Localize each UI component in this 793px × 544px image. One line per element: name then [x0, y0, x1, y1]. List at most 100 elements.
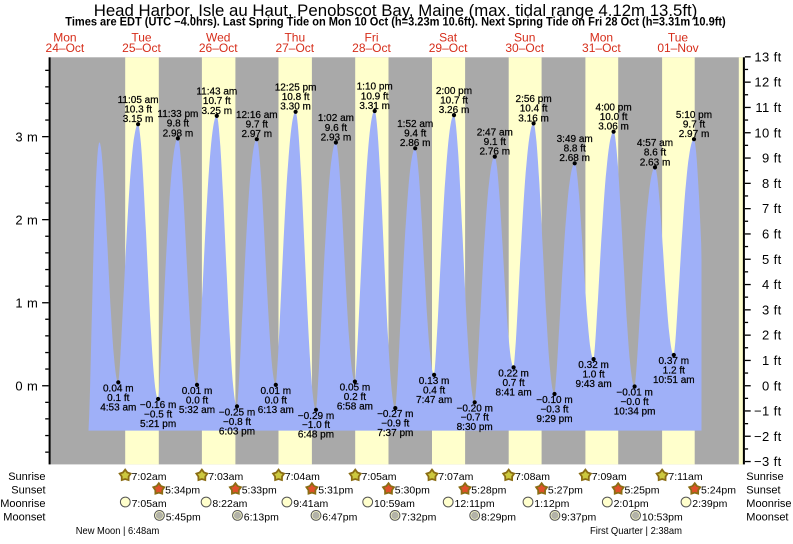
svg-text:6:03 pm: 6:03 pm: [219, 426, 255, 437]
svg-text:7:08am: 7:08am: [515, 471, 550, 483]
svg-text:5:45pm: 5:45pm: [166, 511, 201, 523]
svg-text:5:32 am: 5:32 am: [179, 405, 215, 416]
svg-text:12:25 pm: 12:25 pm: [275, 83, 317, 94]
svg-text:0.4 ft: 0.4 ft: [423, 385, 445, 396]
svg-text:10.8 ft: 10.8 ft: [282, 92, 310, 103]
svg-text:10.7 ft: 10.7 ft: [440, 95, 468, 106]
svg-text:10:51 am: 10:51 am: [653, 375, 695, 386]
svg-text:First Quarter | 2:38am: First Quarter | 2:38am: [590, 526, 682, 537]
svg-text:0.37 m: 0.37 m: [659, 356, 690, 367]
svg-text:Moonset: Moonset: [3, 511, 45, 523]
svg-text:3.25 m: 3.25 m: [202, 106, 233, 117]
svg-text:9.7 ft: 9.7 ft: [246, 120, 268, 131]
svg-text:10.9 ft: 10.9 ft: [361, 91, 389, 102]
svg-text:−0.20 m: −0.20 m: [456, 403, 492, 414]
svg-text:3.16 m: 3.16 m: [518, 113, 549, 124]
svg-text:2.76 m: 2.76 m: [480, 147, 511, 158]
svg-text:8 ft: 8 ft: [762, 176, 782, 191]
svg-text:7:32pm: 7:32pm: [401, 511, 436, 523]
svg-text:8.8 ft: 8.8 ft: [564, 144, 586, 155]
svg-text:1:12pm: 1:12pm: [534, 498, 569, 510]
svg-text:−0.01 m: −0.01 m: [616, 388, 652, 399]
svg-text:7:02am: 7:02am: [132, 471, 167, 483]
svg-text:9.4 ft: 9.4 ft: [404, 129, 426, 140]
svg-text:7:07am: 7:07am: [438, 471, 473, 483]
svg-text:7:05am: 7:05am: [362, 471, 397, 483]
svg-text:1.0 ft: 1.0 ft: [582, 370, 604, 381]
svg-text:9.1 ft: 9.1 ft: [484, 137, 506, 148]
svg-text:12 ft: 12 ft: [754, 75, 781, 90]
svg-text:1:52 am: 1:52 am: [397, 119, 433, 130]
svg-text:−3 ft: −3 ft: [754, 454, 782, 469]
svg-text:2.68 m: 2.68 m: [559, 153, 590, 164]
svg-text:−0.8 ft: −0.8 ft: [223, 417, 251, 428]
svg-text:Sunrise: Sunrise: [746, 471, 783, 483]
svg-text:2:01pm: 2:01pm: [614, 498, 649, 510]
svg-text:0.01 m: 0.01 m: [182, 386, 213, 397]
svg-text:29–Oct: 29–Oct: [429, 41, 468, 55]
svg-text:11:33 pm: 11:33 pm: [157, 109, 198, 120]
svg-text:3 ft: 3 ft: [762, 302, 782, 317]
svg-text:Mon: Mon: [590, 30, 613, 44]
svg-text:6:47pm: 6:47pm: [322, 511, 357, 523]
svg-text:9 ft: 9 ft: [762, 151, 782, 166]
svg-text:30–Oct: 30–Oct: [505, 41, 544, 55]
svg-text:Head Harbor, Isle au Haut, Pen: Head Harbor, Isle au Haut, Penobscot Bay…: [94, 1, 698, 20]
svg-text:3:49 am: 3:49 am: [557, 134, 593, 145]
svg-text:9:41am: 9:41am: [293, 498, 328, 510]
svg-text:−0.25 m: −0.25 m: [219, 408, 255, 419]
svg-text:New Moon | 6:48am: New Moon | 6:48am: [76, 526, 160, 537]
svg-text:12:16 am: 12:16 am: [236, 110, 278, 121]
svg-text:Sun: Sun: [514, 30, 535, 44]
svg-text:3.26 m: 3.26 m: [439, 105, 470, 116]
svg-text:−0.9 ft: −0.9 ft: [381, 419, 409, 430]
svg-text:9.6 ft: 9.6 ft: [325, 123, 347, 134]
svg-text:3.31 m: 3.31 m: [359, 101, 390, 112]
svg-text:5:30pm: 5:30pm: [395, 485, 430, 497]
svg-text:5 ft: 5 ft: [762, 252, 782, 267]
svg-text:−0.27 m: −0.27 m: [377, 409, 413, 420]
svg-text:10:34 pm: 10:34 pm: [614, 406, 656, 417]
svg-text:7:04am: 7:04am: [285, 471, 320, 483]
svg-text:0.1 ft: 0.1 ft: [107, 393, 129, 404]
svg-text:Fri: Fri: [365, 30, 379, 44]
svg-text:−0.29 m: −0.29 m: [298, 411, 334, 422]
svg-text:Mon: Mon: [53, 30, 76, 44]
svg-text:−0.16 m: −0.16 m: [140, 400, 176, 411]
svg-text:0.22 m: 0.22 m: [498, 369, 529, 380]
svg-text:9.8 ft: 9.8 ft: [167, 119, 189, 130]
svg-text:9:29 pm: 9:29 pm: [536, 414, 572, 425]
svg-text:8:30 pm: 8:30 pm: [457, 422, 493, 433]
svg-text:−0.5 ft: −0.5 ft: [144, 409, 172, 420]
svg-text:Thu: Thu: [284, 30, 305, 44]
svg-text:7:37 pm: 7:37 pm: [377, 428, 413, 439]
svg-text:7:05am: 7:05am: [132, 498, 167, 510]
svg-text:13 ft: 13 ft: [754, 49, 781, 64]
svg-text:0 m: 0 m: [15, 378, 38, 393]
svg-text:11:05 am: 11:05 am: [118, 95, 159, 106]
svg-text:2 ft: 2 ft: [762, 328, 782, 343]
svg-text:2.93 m: 2.93 m: [321, 132, 352, 143]
svg-text:6 ft: 6 ft: [762, 227, 782, 242]
svg-text:4 ft: 4 ft: [762, 277, 782, 292]
svg-text:Sunrise: Sunrise: [8, 471, 45, 483]
svg-text:7:03am: 7:03am: [208, 471, 243, 483]
svg-text:Sunset: Sunset: [746, 485, 780, 497]
svg-text:7 ft: 7 ft: [762, 201, 782, 216]
svg-text:12:11pm: 12:11pm: [455, 498, 495, 510]
svg-text:25–Oct: 25–Oct: [122, 41, 161, 55]
svg-text:−2 ft: −2 ft: [754, 429, 782, 444]
svg-text:10.0 ft: 10.0 ft: [600, 112, 628, 123]
svg-text:5:10 pm: 5:10 pm: [676, 110, 712, 121]
svg-text:1 ft: 1 ft: [762, 353, 782, 368]
svg-text:6:13pm: 6:13pm: [244, 511, 279, 523]
svg-text:8.6 ft: 8.6 ft: [644, 148, 666, 159]
svg-text:2:39pm: 2:39pm: [692, 498, 727, 510]
svg-text:4:57 am: 4:57 am: [637, 138, 673, 149]
svg-text:−0.3 ft: −0.3 ft: [540, 404, 568, 415]
svg-text:10:59am: 10:59am: [374, 498, 415, 510]
svg-text:7:47 am: 7:47 am: [416, 395, 452, 406]
svg-text:0.7 ft: 0.7 ft: [502, 378, 524, 389]
svg-text:1.2 ft: 1.2 ft: [663, 365, 685, 376]
svg-text:0.04 m: 0.04 m: [103, 384, 134, 395]
